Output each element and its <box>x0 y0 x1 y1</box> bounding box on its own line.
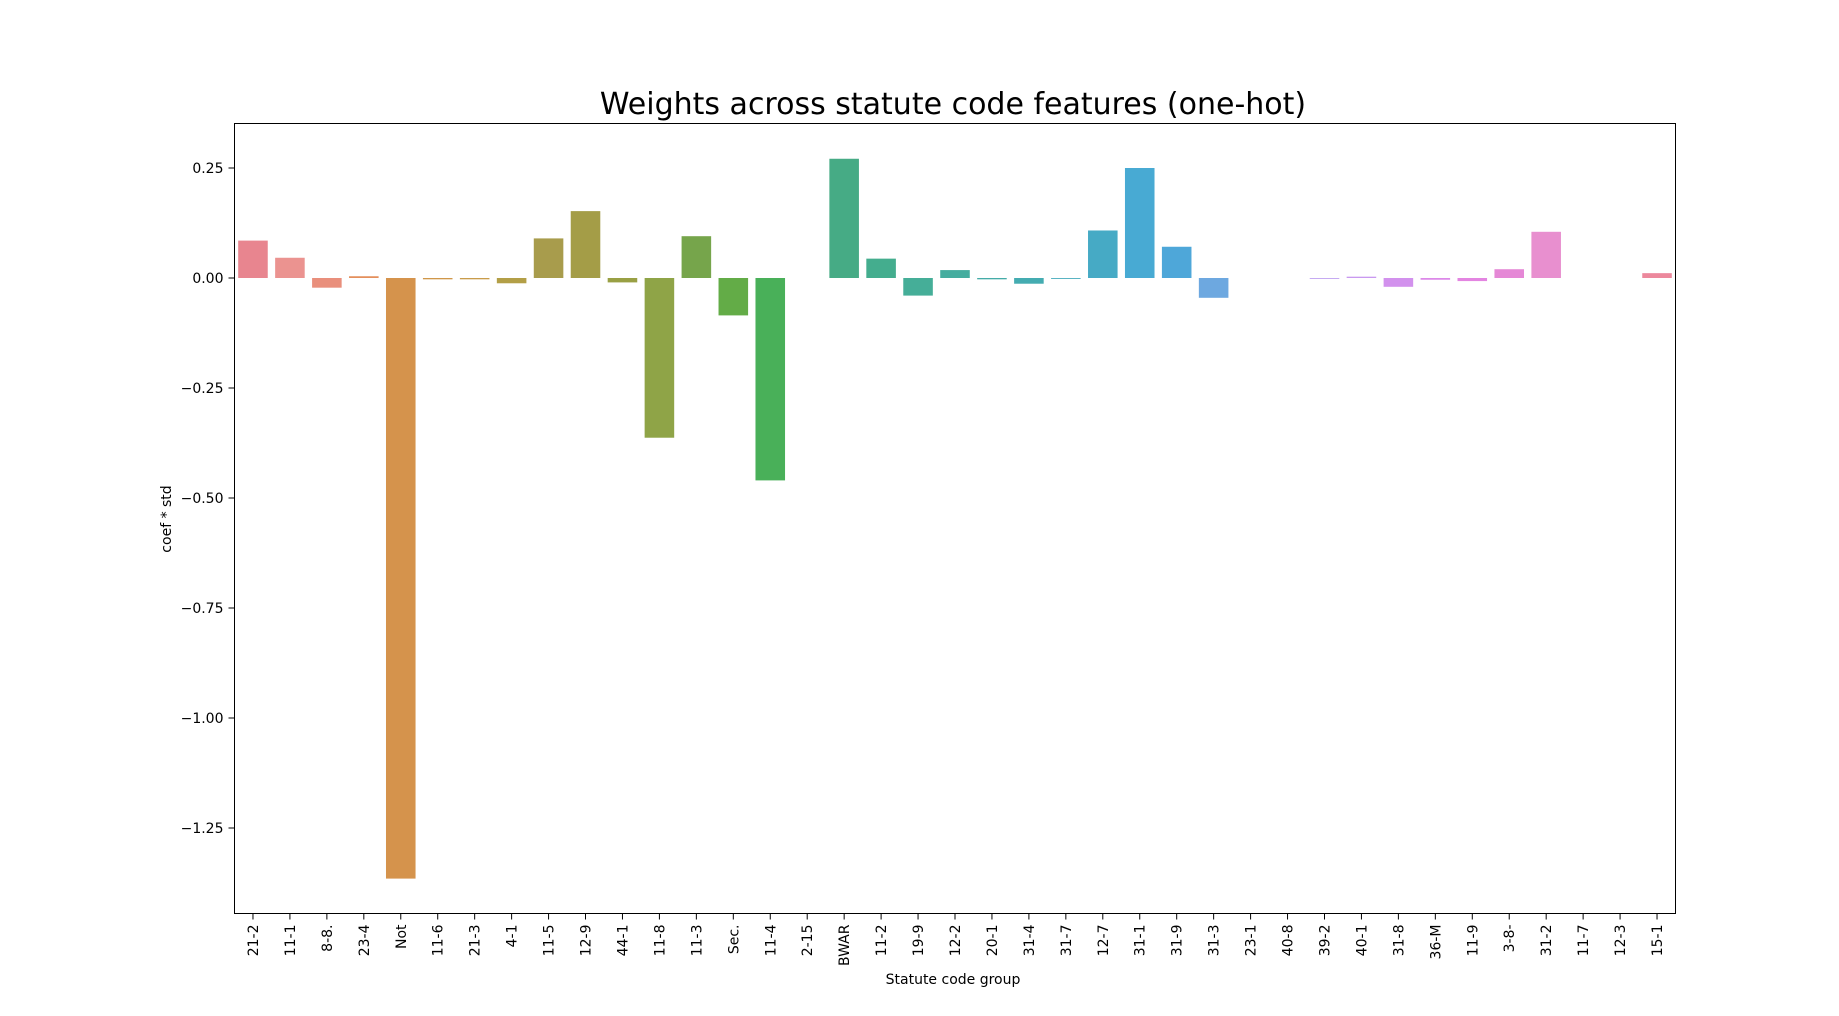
bar-8-8. <box>312 278 342 288</box>
x-tick-label: 3-8- <box>1502 925 1518 953</box>
bar-11-8 <box>644 278 675 438</box>
x-tick-label: 12-7 <box>1096 925 1112 957</box>
x-tick-label: 31-7 <box>1059 925 1075 957</box>
bar-21-2 <box>238 240 268 278</box>
bar-Sec. <box>718 278 749 316</box>
y-axis-label: coef * std <box>159 485 175 552</box>
x-tick-label: 11-4 <box>763 924 779 956</box>
x-tick-label: 2-15 <box>800 925 816 957</box>
x-tick-label: 40-8 <box>1281 925 1297 957</box>
bar-39-2 <box>1309 278 1340 279</box>
x-tick-label: 31-8 <box>1391 925 1407 957</box>
x-tick-label: 11-2 <box>874 925 890 957</box>
bar-23-4 <box>349 276 379 278</box>
y-tick-label: −1.25 <box>181 821 224 837</box>
x-tick-label: 11-9 <box>1465 925 1481 957</box>
bar-11-9 <box>1457 278 1488 282</box>
x-tick-label: 11-1 <box>283 925 299 957</box>
bar-31-7 <box>1051 278 1081 279</box>
bar-4-1 <box>496 278 527 284</box>
bar-3-8- <box>1494 269 1525 278</box>
bar-15-1 <box>1642 273 1672 278</box>
x-tick-label: 31-9 <box>1170 925 1186 957</box>
bar-31-1 <box>1124 168 1155 278</box>
bar-BWAR <box>829 158 859 278</box>
x-tick-label: 4-1 <box>505 925 521 948</box>
plot-area-frame <box>234 123 1676 914</box>
bar-12-7 <box>1088 230 1118 278</box>
bar-21-3 <box>459 278 490 280</box>
x-tick-label: 11-8 <box>652 925 668 957</box>
bar-31-9 <box>1161 246 1192 278</box>
x-tick-label: 12-3 <box>1613 925 1629 957</box>
x-tick-label: Not <box>394 924 410 949</box>
y-tick-label: −0.25 <box>181 381 224 397</box>
x-tick-label: 11-6 <box>431 924 447 956</box>
y-tick-label: −0.50 <box>181 491 224 507</box>
bar-44-1 <box>607 278 638 283</box>
x-tick-label: 12-2 <box>948 925 964 957</box>
x-tick-label: 23-4 <box>357 924 373 956</box>
bar-11-2 <box>866 258 896 278</box>
bar-12-2 <box>940 270 970 278</box>
bar-20-1 <box>977 278 1007 280</box>
x-tick-label: 31-3 <box>1207 925 1223 957</box>
bar-11-1 <box>275 257 305 278</box>
x-axis-label: Statute code group <box>886 972 1021 988</box>
bar-31-4 <box>1014 278 1044 284</box>
bar-12-9 <box>570 211 601 278</box>
bar-31-3 <box>1198 278 1229 298</box>
x-tick-label: Sec. <box>726 925 742 955</box>
x-tick-label: 31-1 <box>1133 925 1149 957</box>
bar-11-4 <box>755 278 786 481</box>
x-tick-label: 39-2 <box>1317 925 1333 957</box>
x-tick-label: 31-4 <box>1022 924 1038 956</box>
bar-36-M <box>1420 278 1451 280</box>
bar-11-6 <box>422 278 453 280</box>
x-axis: 21-2 11-1 8-8. 23-4 Not 11-6 21-3 4-1 11-5 12-9 44… <box>246 913 1666 966</box>
bars-group <box>238 158 1672 879</box>
x-tick-label: 11-7 <box>1576 925 1592 957</box>
bar-Not <box>385 278 416 879</box>
y-tick-label: 0.00 <box>192 271 223 287</box>
bar-11-3 <box>681 236 712 278</box>
x-tick-label: 31-2 <box>1539 925 1555 957</box>
y-tick-label: 0.25 <box>192 161 223 177</box>
bar-40-1 <box>1346 276 1377 278</box>
y-tick-label: −1.00 <box>181 711 224 727</box>
x-tick-label: 12-9 <box>579 925 595 957</box>
x-tick-label: 11-5 <box>542 925 558 957</box>
x-tick-label: 40-1 <box>1354 925 1370 957</box>
y-axis: 0.25 0.00 −0.25 −0.50 −0.75 −1.00 −1.25 <box>181 161 235 837</box>
bar-31-2 <box>1531 231 1561 278</box>
x-tick-label: 20-1 <box>985 925 1001 957</box>
x-tick-label: 15-1 <box>1650 925 1666 957</box>
bar-19-9 <box>903 278 933 296</box>
bar-31-8 <box>1383 278 1414 287</box>
x-tick-label: 21-3 <box>468 925 484 957</box>
bar-11-5 <box>533 238 564 278</box>
x-tick-label: 21-2 <box>246 925 262 957</box>
x-tick-label: BWAR <box>837 924 853 966</box>
x-tick-label: 23-1 <box>1244 925 1260 957</box>
x-tick-label: 36-M <box>1428 925 1444 960</box>
x-tick-label: 19-9 <box>911 925 927 957</box>
chart-title: Weights across statute code features (on… <box>600 87 1306 122</box>
x-tick-label: 11-3 <box>689 925 705 957</box>
y-tick-label: −0.75 <box>181 601 224 617</box>
x-tick-label: 8-8. <box>320 925 336 952</box>
x-tick-label: 44-1 <box>615 925 631 957</box>
